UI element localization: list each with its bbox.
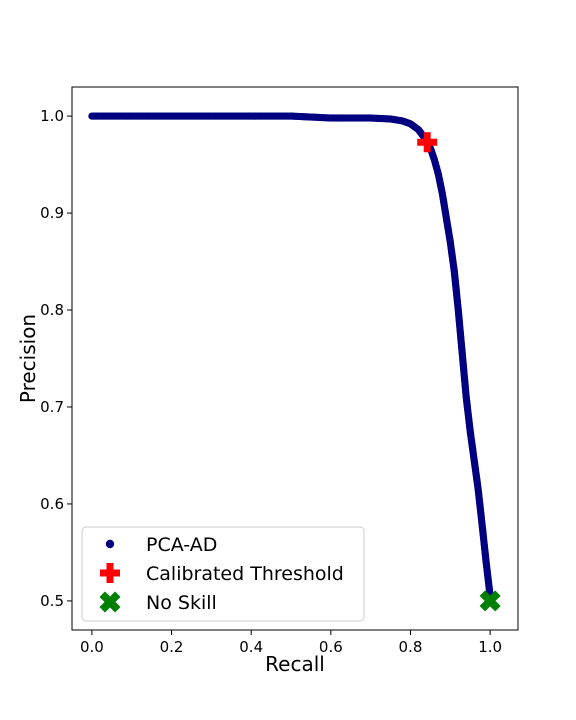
y-tick-label: 0.5	[40, 592, 64, 610]
x-tick-label: 1.0	[478, 638, 502, 656]
y-tick-label: 0.6	[40, 495, 64, 513]
y-tick-label: 0.7	[40, 398, 64, 416]
x-tick-label: 0.4	[239, 638, 263, 656]
x-tick-label: 0.8	[399, 638, 423, 656]
legend-marker-pca-ad	[106, 540, 114, 548]
legend: PCA-AD Calibrated Threshold No Skill	[82, 527, 364, 621]
y-tick-label: 0.9	[40, 204, 64, 222]
y-tick-label: 0.8	[40, 301, 64, 319]
y-tick-label: 1.0	[40, 107, 64, 125]
y-axis-label: Precision	[16, 314, 40, 403]
x-tick-label: 0.0	[80, 638, 104, 656]
x-axis-label: Recall	[265, 652, 325, 676]
x-tick-label: 0.2	[160, 638, 184, 656]
legend-label: No Skill	[146, 592, 217, 614]
legend-label: PCA-AD	[146, 534, 217, 556]
legend-label: Calibrated Threshold	[146, 563, 344, 585]
y-axis-ticks: 0.5 0.6 0.7 0.8 0.9 1.0	[40, 107, 72, 610]
